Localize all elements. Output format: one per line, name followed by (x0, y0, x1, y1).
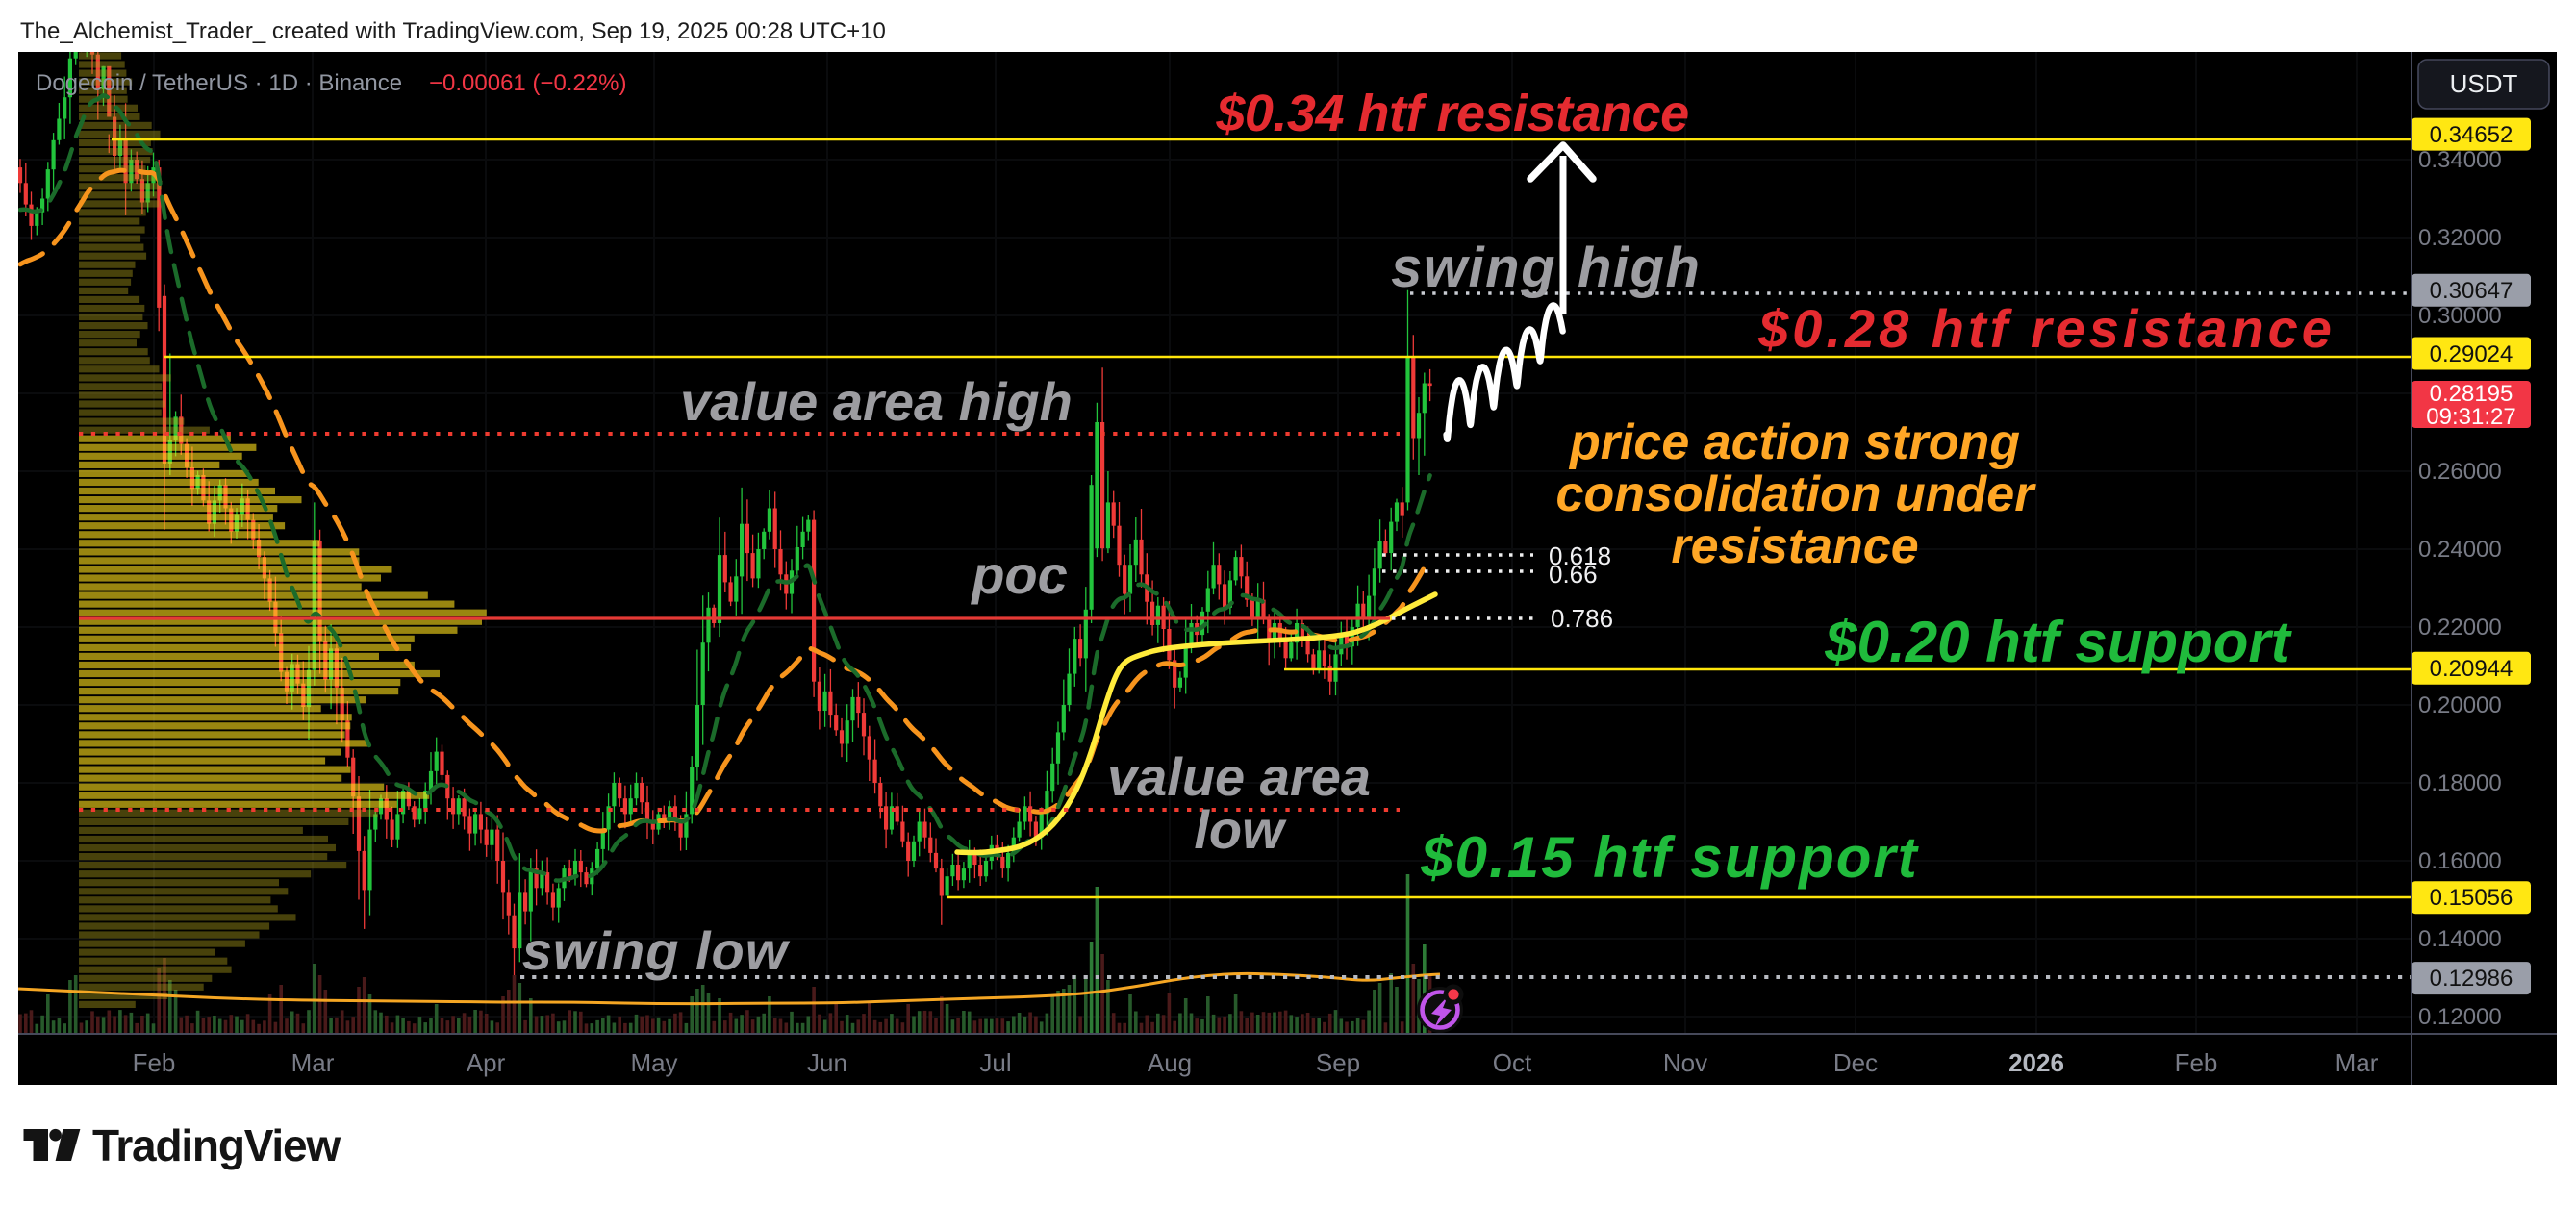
svg-text:Dec: Dec (1833, 1048, 1878, 1077)
svg-text:0.18000: 0.18000 (2418, 770, 2502, 796)
svg-text:0.34000: 0.34000 (2418, 147, 2502, 173)
svg-text:Nov: Nov (1663, 1048, 1707, 1077)
svg-text:0.15056: 0.15056 (2430, 885, 2513, 911)
svg-text:consolidation under: consolidation under (1556, 466, 2037, 522)
svg-text:$0.15 htf support: $0.15 htf support (1420, 825, 1919, 890)
svg-text:resistance: resistance (1671, 518, 1918, 574)
svg-text:0.28195: 0.28195 (2430, 381, 2513, 407)
svg-text:0.34652: 0.34652 (2430, 122, 2513, 148)
svg-text:swing low: swing low (522, 920, 791, 981)
svg-text:$0.28 htf resistance: $0.28 htf resistance (1757, 298, 2336, 359)
svg-text:high: high (1578, 237, 1701, 299)
svg-text:The_Alchemist_Trader_ created: The_Alchemist_Trader_ created with Tradi… (20, 18, 886, 44)
svg-text:0.66: 0.66 (1549, 560, 1598, 589)
svg-text:0.12986: 0.12986 (2430, 966, 2513, 992)
svg-text:poc: poc (970, 544, 1068, 605)
svg-text:Jul: Jul (979, 1048, 1011, 1077)
svg-text:Feb: Feb (133, 1048, 176, 1077)
svg-text:$0.34 htf resistance: $0.34 htf resistance (1215, 85, 1688, 142)
svg-text:−0.00061 (−0.22%): −0.00061 (−0.22%) (429, 70, 627, 96)
svg-text:0.20000: 0.20000 (2418, 692, 2502, 718)
svg-text:09:31:27: 09:31:27 (2426, 404, 2515, 430)
svg-text:Oct: Oct (1493, 1048, 1532, 1077)
svg-text:May: May (630, 1048, 677, 1077)
svg-text:TradingView: TradingView (92, 1120, 341, 1170)
svg-text:Dogecoin / TetherUS · 1D · Bin: Dogecoin / TetherUS · 1D · Binance (36, 70, 402, 96)
svg-text:0.30000: 0.30000 (2418, 303, 2502, 329)
svg-text:0.26000: 0.26000 (2418, 459, 2502, 485)
svg-text:2026: 2026 (2008, 1048, 2064, 1077)
svg-text:0.20944: 0.20944 (2430, 656, 2513, 682)
svg-text:Feb: Feb (2175, 1048, 2218, 1077)
svg-text:0.786: 0.786 (1551, 604, 1613, 633)
svg-text:0.12000: 0.12000 (2418, 1004, 2502, 1030)
svg-text:0.24000: 0.24000 (2418, 537, 2502, 563)
svg-text:Mar: Mar (2336, 1048, 2379, 1077)
svg-text:0.30647: 0.30647 (2430, 278, 2513, 304)
svg-text:Jun: Jun (807, 1048, 847, 1077)
svg-text:Aug: Aug (1148, 1048, 1192, 1077)
svg-text:0.16000: 0.16000 (2418, 848, 2502, 874)
svg-text:Apr: Apr (467, 1048, 506, 1077)
svg-text:value area: value area (1107, 746, 1371, 807)
svg-text:Mar: Mar (291, 1048, 335, 1077)
svg-text:0.29024: 0.29024 (2430, 341, 2513, 367)
svg-text:Sep: Sep (1316, 1048, 1360, 1077)
svg-text:swing: swing (1391, 237, 1556, 299)
svg-text:USDT: USDT (2450, 69, 2518, 98)
svg-text:price action strong: price action strong (1568, 415, 2020, 470)
svg-text:0.618: 0.618 (1549, 541, 1611, 570)
svg-text:$0.20 htf support: $0.20 htf support (1824, 610, 2292, 674)
svg-text:low: low (1194, 799, 1287, 860)
svg-text:value area high: value area high (680, 371, 1073, 432)
svg-text:0.14000: 0.14000 (2418, 926, 2502, 952)
svg-text:0.32000: 0.32000 (2418, 225, 2502, 251)
svg-text:0.22000: 0.22000 (2418, 615, 2502, 641)
